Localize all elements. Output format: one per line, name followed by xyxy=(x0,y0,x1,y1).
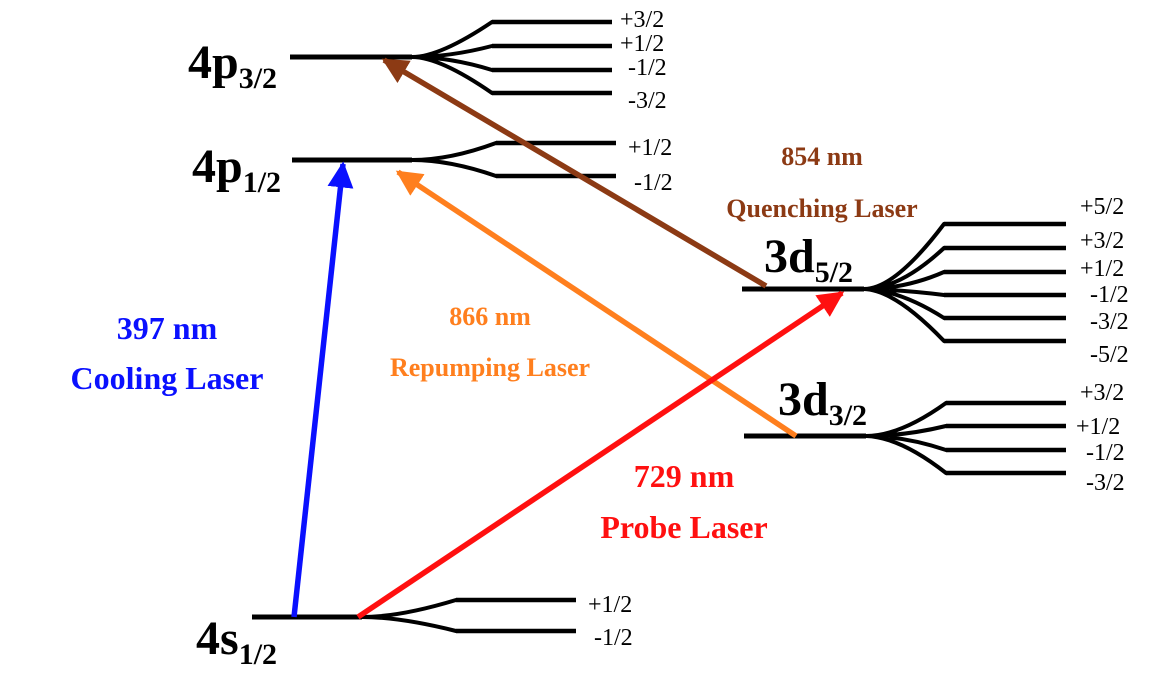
level-3d32: +3/2 +1/2 -1/2 -3/2 3d3/2 xyxy=(744,373,1125,496)
probe-laser-name: Probe Laser xyxy=(600,509,767,545)
level-3d32-splitting-lines xyxy=(864,401,948,475)
sublevel-label: -1/2 xyxy=(1090,282,1129,308)
level-4s12: +1/2 -1/2 4s1/2 xyxy=(196,592,633,671)
level-4p32: +3/2 +1/2 -1/2 -3/2 4p3/2 xyxy=(188,7,667,114)
sublevel-label: +1/2 xyxy=(620,31,664,57)
sublevel-label: -1/2 xyxy=(594,625,633,651)
cooling-laser-arrow xyxy=(291,161,354,618)
quenching-laser-wavelength: 854 nm xyxy=(781,142,863,171)
sublevel-label: +3/2 xyxy=(1080,380,1124,406)
sublevel-label: +3/2 xyxy=(620,7,664,33)
cooling-laser-wavelength: 397 nm xyxy=(117,310,218,346)
level-3d52: +5/2 +3/2 +1/2 -1/2 -3/2 -5/2 3d5/2 xyxy=(742,194,1129,368)
level-label-3d32: 3d3/2 xyxy=(778,373,867,432)
sublevel-label: -5/2 xyxy=(1090,342,1129,368)
sublevel-label: -1/2 xyxy=(628,55,667,81)
probe-laser-wavelength: 729 nm xyxy=(634,458,735,494)
level-label-4s12: 4s1/2 xyxy=(196,612,277,671)
cooling-laser-name: Cooling Laser xyxy=(71,360,264,396)
sublevel-label: +1/2 xyxy=(588,592,632,618)
quenching-laser-label: 854 nm Quenching Laser xyxy=(726,142,917,223)
probe-laser-label: 729 nm Probe Laser xyxy=(600,458,767,545)
sublevel-label: -3/2 xyxy=(1090,309,1129,335)
sublevel-label: -1/2 xyxy=(1086,440,1125,466)
level-3d52-splitting-lines xyxy=(862,222,946,343)
level-label-4p32: 4p3/2 xyxy=(188,36,277,95)
sublevel-label: -1/2 xyxy=(634,170,673,196)
sublevel-label: -3/2 xyxy=(1086,470,1125,496)
level-4s12-splitting-lines xyxy=(360,598,458,633)
repumping-laser-name: Repumping Laser xyxy=(390,353,590,382)
level-4p32-splitting-lines xyxy=(410,20,494,95)
quenching-laser-name: Quenching Laser xyxy=(726,194,917,223)
sublevel-label: +1/2 xyxy=(1080,256,1124,282)
level-4p12: +1/2 -1/2 4p1/2 xyxy=(192,135,673,199)
level-label-3d52: 3d5/2 xyxy=(764,230,853,289)
level-4p12-splitting-lines xyxy=(410,141,498,178)
sublevel-label: -3/2 xyxy=(628,88,667,114)
repumping-laser-label: 866 nm Repumping Laser xyxy=(390,302,590,382)
sublevel-label: +5/2 xyxy=(1080,194,1124,220)
sublevel-label: +3/2 xyxy=(1080,228,1124,254)
sublevel-label: +1/2 xyxy=(628,135,672,161)
repumping-laser-arrow xyxy=(395,169,798,439)
repumping-laser-wavelength: 866 nm xyxy=(449,302,531,331)
probe-laser-arrow xyxy=(356,290,845,620)
cooling-laser-label: 397 nm Cooling Laser xyxy=(71,310,264,396)
quenching-laser-arrow xyxy=(381,57,768,289)
sublevel-label: +1/2 xyxy=(1076,414,1120,440)
level-label-4p12: 4p1/2 xyxy=(192,140,281,199)
